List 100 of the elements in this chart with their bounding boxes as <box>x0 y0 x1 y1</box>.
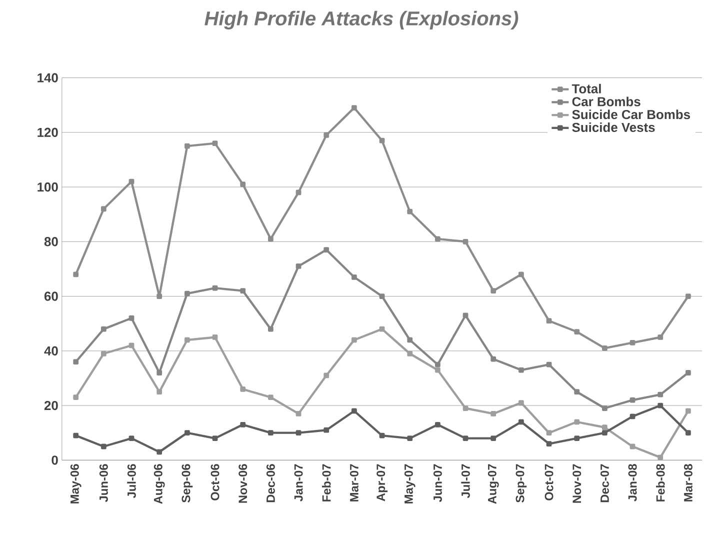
point <box>490 435 496 441</box>
point <box>100 444 106 450</box>
point <box>156 370 162 376</box>
y-tick-label: 140 <box>38 73 58 82</box>
point <box>658 454 664 460</box>
point <box>240 288 246 294</box>
point <box>296 263 302 269</box>
point <box>73 359 79 364</box>
point <box>462 312 468 318</box>
x-tick-label: May-06 <box>70 464 82 504</box>
point <box>490 410 496 416</box>
point <box>352 408 357 414</box>
x-tick-label: Jan-07 <box>294 464 303 502</box>
x-tick-label: Aug-06 <box>154 464 165 504</box>
point <box>128 178 134 184</box>
point <box>546 440 552 446</box>
point <box>518 272 524 277</box>
point <box>184 143 190 149</box>
y-tick-label: 100 <box>38 182 58 192</box>
point <box>100 206 106 212</box>
point <box>100 326 106 332</box>
x-tick-label: Jun-06 <box>99 464 108 502</box>
x-tick-label: Feb-07 <box>322 464 331 502</box>
chart-title: High Profile Attacks (Explosions) <box>204 10 518 30</box>
point <box>435 367 440 373</box>
point <box>407 435 413 441</box>
point <box>240 422 246 428</box>
x-tick-label: Mar-07 <box>350 464 358 502</box>
point <box>462 405 468 411</box>
point <box>602 424 608 430</box>
point <box>686 430 691 436</box>
point <box>128 342 134 348</box>
point <box>352 104 357 110</box>
point <box>574 328 580 334</box>
point <box>518 367 524 373</box>
point <box>518 419 524 424</box>
point <box>630 444 636 450</box>
x-tick-label: Nov-07 <box>572 464 582 503</box>
point <box>73 432 79 438</box>
point <box>602 405 608 411</box>
x-tick-label: Oct-06 <box>210 464 220 500</box>
point <box>546 430 552 436</box>
point <box>268 326 274 332</box>
point <box>546 318 552 324</box>
point <box>630 397 636 403</box>
point <box>686 408 691 414</box>
point <box>268 430 274 436</box>
point <box>240 386 246 392</box>
point <box>296 430 302 436</box>
x-tick-label: May-07 <box>404 464 416 504</box>
point <box>212 140 218 146</box>
point <box>658 334 664 340</box>
point <box>296 190 302 196</box>
x-tick-label: Aug-07 <box>488 464 499 504</box>
point <box>574 435 580 441</box>
point <box>686 370 691 376</box>
legend-label: Car Bombs <box>572 96 640 106</box>
point <box>156 293 162 299</box>
point <box>184 430 190 436</box>
point <box>435 236 440 242</box>
x-tick-label: Sep-07 <box>516 464 527 502</box>
point <box>602 430 608 436</box>
point <box>462 238 468 244</box>
legend-label: Suicide Vests <box>572 122 655 132</box>
point <box>630 340 636 346</box>
point <box>407 337 413 343</box>
point <box>352 274 357 280</box>
point <box>490 288 496 294</box>
x-tick-label: Nov-06 <box>238 464 248 503</box>
y-tick-label: 0 <box>52 455 58 465</box>
x-tick-label: Mar-08 <box>684 464 692 502</box>
point <box>630 414 636 420</box>
point <box>73 394 79 400</box>
point <box>268 394 274 400</box>
point <box>379 432 385 438</box>
point <box>574 389 580 394</box>
point <box>379 326 385 332</box>
legend-label: Total <box>572 84 601 94</box>
x-tick-label: Jul-07 <box>461 464 470 498</box>
point <box>435 422 440 428</box>
x-tick-label: Apr-07 <box>376 464 388 502</box>
point <box>268 236 274 242</box>
point <box>379 293 385 299</box>
y-tick-label: 40 <box>44 346 58 356</box>
point <box>379 138 385 144</box>
point <box>184 290 190 296</box>
point <box>240 181 246 187</box>
point <box>156 449 162 455</box>
point <box>574 419 580 424</box>
point <box>73 272 79 277</box>
point <box>324 427 330 433</box>
point <box>658 392 664 398</box>
point <box>518 400 524 406</box>
x-tick-label: Jan-08 <box>628 464 637 502</box>
x-tick-label: Dec-07 <box>600 464 609 502</box>
point <box>407 208 413 214</box>
point <box>435 362 440 368</box>
x-tick-label: Feb-08 <box>656 464 665 502</box>
point <box>546 362 552 368</box>
point <box>352 337 357 343</box>
